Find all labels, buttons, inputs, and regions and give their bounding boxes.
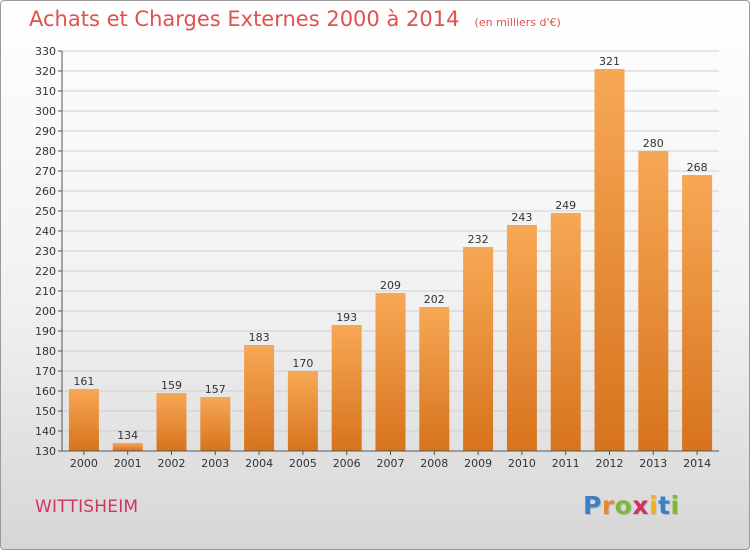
x-axis-ticks: 2000 2001 2002 2003 2004 2005 2006 2007 2008 2009… bbox=[70, 451, 711, 470]
logo-letter: o bbox=[614, 491, 633, 520]
y-tick-label: 260 bbox=[35, 185, 56, 198]
y-tick-label: 290 bbox=[35, 125, 56, 138]
data-label: 159 bbox=[161, 379, 182, 392]
logo-letter: i bbox=[649, 491, 659, 520]
bar-2008 bbox=[419, 307, 450, 451]
logo-letter: x bbox=[632, 491, 649, 520]
data-label: 268 bbox=[687, 161, 708, 174]
data-label: 202 bbox=[424, 293, 445, 306]
data-label: 243 bbox=[511, 211, 532, 224]
y-tick-label: 200 bbox=[35, 305, 56, 318]
data-label: 134 bbox=[117, 429, 138, 442]
proxiti-logo[interactable]: Proxiti bbox=[583, 491, 680, 520]
y-tick-label: 230 bbox=[35, 245, 56, 258]
data-label: 183 bbox=[249, 331, 270, 344]
bar-2014 bbox=[682, 175, 713, 451]
x-tick-label: 2010 bbox=[508, 457, 536, 470]
bar-2000 bbox=[68, 389, 99, 451]
data-label: 209 bbox=[380, 279, 401, 292]
logo-letter: r bbox=[601, 491, 615, 520]
x-tick-label: 2012 bbox=[596, 457, 624, 470]
logo-letter: P bbox=[583, 491, 602, 520]
bar-2004 bbox=[244, 345, 275, 451]
x-tick-label: 2005 bbox=[289, 457, 317, 470]
data-label: 249 bbox=[555, 199, 576, 212]
bar-2005 bbox=[287, 371, 318, 451]
x-tick-label: 2014 bbox=[683, 457, 711, 470]
bar-2010 bbox=[506, 225, 537, 451]
bar-2012 bbox=[594, 69, 625, 451]
data-label: 321 bbox=[599, 55, 620, 68]
bar-2001 bbox=[112, 443, 143, 451]
y-tick-label: 210 bbox=[35, 285, 56, 298]
x-tick-label: 2000 bbox=[70, 457, 98, 470]
y-tick-label: 140 bbox=[35, 425, 56, 438]
x-tick-label: 2008 bbox=[420, 457, 448, 470]
y-tick-label: 240 bbox=[35, 225, 56, 238]
x-tick-label: 2009 bbox=[464, 457, 492, 470]
y-tick-label: 280 bbox=[35, 145, 56, 158]
bar-2003 bbox=[200, 397, 231, 451]
x-tick-label: 2011 bbox=[552, 457, 580, 470]
title-line: Achats et Charges Externes 2000 à 2014 (… bbox=[29, 7, 561, 31]
bar-2011 bbox=[550, 213, 581, 451]
bar-2009 bbox=[463, 247, 494, 451]
data-label: 193 bbox=[336, 311, 357, 324]
data-labels: 161 134 159 157 183 170 193 209 202 232 243 249 321 2… bbox=[73, 55, 707, 442]
y-tick-label: 250 bbox=[35, 205, 56, 218]
y-tick-label: 160 bbox=[35, 385, 56, 398]
y-tick-label: 330 bbox=[35, 45, 56, 58]
y-axis-ticks: 130 140 150 160 170 180 190 200 210 220 230 240 250 2… bbox=[35, 45, 62, 458]
y-tick-label: 220 bbox=[35, 265, 56, 278]
y-tick-label: 170 bbox=[35, 365, 56, 378]
data-label: 280 bbox=[643, 137, 664, 150]
y-tick-label: 310 bbox=[35, 85, 56, 98]
x-tick-label: 2004 bbox=[245, 457, 273, 470]
bar-2007 bbox=[375, 293, 406, 451]
bar-2013 bbox=[638, 151, 669, 451]
data-label: 170 bbox=[292, 357, 313, 370]
logo-letter: t bbox=[658, 491, 671, 520]
bar-2002 bbox=[156, 393, 187, 451]
y-tick-label: 150 bbox=[35, 405, 56, 418]
x-tick-label: 2003 bbox=[201, 457, 229, 470]
data-label: 161 bbox=[73, 375, 94, 388]
y-tick-label: 190 bbox=[35, 325, 56, 338]
y-tick-label: 300 bbox=[35, 105, 56, 118]
y-tick-label: 130 bbox=[35, 445, 56, 458]
bar-2006 bbox=[331, 325, 362, 451]
x-tick-label: 2007 bbox=[377, 457, 405, 470]
bars bbox=[68, 69, 713, 451]
axes bbox=[61, 51, 719, 452]
x-tick-label: 2013 bbox=[639, 457, 667, 470]
logo-letter: i bbox=[670, 491, 680, 520]
x-tick-label: 2002 bbox=[158, 457, 186, 470]
y-tick-label: 270 bbox=[35, 165, 56, 178]
commune-name: WITTISHEIM bbox=[35, 497, 139, 517]
x-tick-label: 2001 bbox=[114, 457, 142, 470]
chart-unit: (en milliers d'€) bbox=[474, 16, 561, 29]
data-label: 157 bbox=[205, 383, 226, 396]
y-tick-label: 180 bbox=[35, 345, 56, 358]
y-tick-label: 320 bbox=[35, 65, 56, 78]
chart-title: Achats et Charges Externes 2000 à 2014 bbox=[29, 7, 460, 31]
x-tick-label: 2006 bbox=[333, 457, 361, 470]
data-label: 232 bbox=[468, 233, 489, 246]
